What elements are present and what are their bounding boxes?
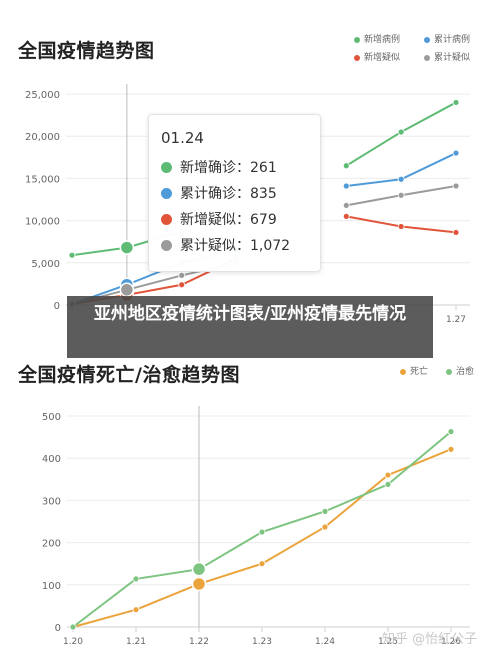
legend-dot-icon [400, 368, 406, 375]
chart-panel-cases: 全国疫情趋势图 新增病例 累计病例 新增疑似 累计疑似 0 5,000 10,000… [18, 32, 471, 325]
data-point [69, 623, 77, 631]
legend-label: 治愈 [456, 367, 475, 377]
tooltip-label: 累计疑似： [180, 238, 250, 254]
y-tick-label: 300 [42, 496, 61, 507]
y-tick-label: 15,000 [25, 174, 60, 185]
data-point [342, 202, 350, 209]
data-point [397, 128, 405, 136]
tooltip-label: 新增疑似： [180, 212, 250, 228]
data-point [397, 191, 405, 199]
legend-item-total-cases: 累计病例 [424, 32, 470, 45]
article-banner: 亚州地区疫情统计图表/亚州疫情最先情况 [67, 296, 433, 358]
data-point [68, 251, 76, 259]
data-point [321, 507, 329, 515]
legend-label: 累计疑似 [434, 53, 471, 63]
y-tick-label: 200 [42, 539, 61, 550]
tooltip-row-new-suspected: 新增疑似：679 [161, 209, 277, 229]
y-tick-label: 100 [42, 581, 61, 592]
tooltip-label: 新增确诊： [180, 160, 250, 176]
legend-dot-icon [354, 54, 360, 61]
watermark: 知乎 @怡红公子 [382, 632, 478, 647]
data-point [258, 560, 266, 568]
legend-label: 新增疑似 [364, 53, 401, 63]
data-point [452, 229, 460, 236]
tooltip-row-new-confirmed: 新增确诊：261 [161, 157, 277, 177]
data-point [452, 182, 460, 190]
data-point [452, 149, 460, 157]
data-point [447, 445, 455, 453]
y-tick-label: 5,000 [31, 259, 60, 270]
tooltip-date: 01.24 [161, 129, 204, 147]
data-point [132, 575, 140, 583]
legend-dot-icon [424, 54, 430, 61]
data-point [447, 428, 455, 436]
legend-item-cured: 治愈 [446, 364, 474, 377]
y-tick-label: 10,000 [25, 217, 60, 228]
data-point [397, 223, 405, 230]
x-tick-label: 1.21 [126, 637, 146, 647]
legend-dot-icon [354, 36, 360, 43]
data-point [132, 606, 140, 614]
data-point [342, 212, 350, 220]
x-tick-label: 1.23 [252, 637, 272, 647]
tooltip-dot-icon [161, 162, 172, 173]
tooltip-value: 679 [250, 212, 277, 228]
legend-label: 死亡 [410, 367, 429, 377]
data-point [384, 471, 392, 479]
data-point [119, 282, 135, 298]
x-tick-label: 1.20 [63, 637, 83, 647]
legend-item-deaths: 死亡 [400, 364, 428, 377]
tooltip-value: 835 [250, 186, 277, 202]
tooltip-dot-icon [161, 240, 172, 251]
legend-dot-icon [424, 36, 430, 43]
legend-label: 新增病例 [364, 35, 401, 45]
series-line [72, 448, 452, 628]
tooltip-value: 261 [250, 160, 277, 176]
tooltip-dot-icon [161, 188, 172, 199]
data-point [321, 523, 329, 531]
chart-svg-deaths-cured: 0 100 200 300 400 500 1.20 1.21 1.22 1.23 1.24 1.25… [42, 406, 470, 647]
data-point [191, 576, 207, 592]
legend-dot-icon [446, 368, 452, 375]
tooltip-value: 1,072 [250, 238, 291, 254]
chart-panel-deaths-cured: 全国疫情死亡/治愈趋势图 死亡 治愈 0 100 200 300 400 500 1.20 1… [0, 330, 500, 658]
data-point [258, 528, 266, 536]
y-tick-label: 400 [42, 454, 61, 465]
y-tick-label: 500 [42, 412, 61, 423]
data-point [384, 480, 392, 488]
data-point [397, 175, 405, 183]
legend-item-total-suspected: 累计疑似 [424, 50, 470, 63]
tooltip-label: 累计确诊： [180, 186, 250, 202]
x-tick-label: 1.27 [446, 315, 466, 325]
tooltip-row-total-confirmed: 累计确诊：835 [161, 183, 277, 203]
chart-title-deaths-cured: 全国疫情死亡/治愈趋势图 [18, 364, 240, 386]
x-tick-label: 1.22 [189, 637, 209, 647]
legend-label: 累计病例 [434, 35, 471, 45]
x-tick-label: 1.26 [441, 637, 461, 647]
y-tick-label: 0 [55, 623, 61, 634]
tooltip-row-total-suspected: 累计疑似：1,072 [161, 235, 290, 255]
data-point [178, 272, 186, 279]
data-point [342, 162, 350, 170]
y-tick-label: 25,000 [25, 90, 60, 101]
x-tick-label: 1.24 [315, 637, 335, 647]
legend-item-new-cases: 新增病例 [354, 32, 400, 45]
data-point [452, 99, 460, 106]
data-point [191, 561, 207, 577]
data-point [119, 240, 135, 255]
data-point [342, 182, 350, 190]
y-tick-label: 20,000 [25, 132, 60, 143]
tooltip-dot-icon [161, 214, 172, 225]
x-tick-label: 1.25 [378, 637, 398, 647]
data-point [178, 281, 186, 289]
legend-item-new-suspected: 新增疑似 [354, 50, 400, 63]
chart-title-cases: 全国疫情趋势图 [18, 40, 155, 62]
tooltip-0124: 01.24 新增确诊：261 累计确诊：835 新增疑似：679 累计疑似：1,… [148, 114, 321, 272]
y-tick-label: 0 [54, 301, 60, 312]
